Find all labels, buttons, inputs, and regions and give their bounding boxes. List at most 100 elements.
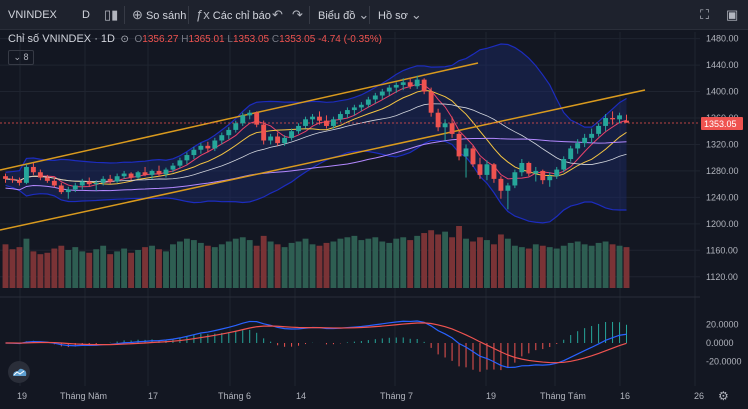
time-tick-label: 19 [486, 391, 496, 401]
volume-bar [316, 245, 323, 288]
volume-bar [379, 241, 386, 288]
redo-icon[interactable]: ↷ [292, 7, 303, 22]
candle-body [163, 169, 169, 175]
profile-label: Hồ sơ [378, 10, 408, 22]
volume-bar [51, 248, 58, 288]
candle-body [324, 120, 329, 126]
candle-body [10, 178, 15, 181]
volume-bar [553, 248, 560, 288]
symbol-search[interactable]: VNINDEX [8, 9, 57, 21]
indicators-label: Các chỉ báo [212, 10, 271, 22]
volume-bar [163, 251, 169, 288]
candle-body [121, 173, 127, 177]
legend-open: 1356.27 [142, 34, 179, 45]
tradingview-logo[interactable] [8, 361, 30, 383]
candle-body [44, 177, 50, 181]
candle-body [435, 112, 441, 128]
legend-close: 1353.05 [279, 34, 316, 45]
time-tick-label: 17 [148, 391, 158, 401]
compare-label: So sánh [145, 10, 187, 22]
collapse-indicators-button[interactable]: ⌄ 8 [8, 50, 34, 65]
candle-body [310, 116, 315, 120]
volume-bar [414, 235, 421, 288]
interval-button[interactable]: D [82, 9, 90, 21]
chevron-down-icon: ⌄ [410, 7, 422, 22]
volume-bar [149, 245, 155, 288]
candle-body [498, 178, 504, 191]
candle-body [575, 143, 581, 149]
candle-body [372, 95, 378, 100]
indicators-button[interactable]: ƒx Các chỉ báo [196, 0, 271, 30]
volume-bar [156, 249, 162, 288]
volume-bar [72, 247, 79, 288]
price-tick-label: 1280.00 [706, 166, 739, 176]
time-tick-label: 16 [620, 391, 630, 401]
volume-bar [114, 251, 121, 288]
volume-bar [567, 242, 574, 288]
undo-icon[interactable]: ↶ [272, 7, 283, 22]
candle-body [37, 172, 43, 178]
indicator-count: 8 [23, 52, 29, 62]
candle-body [30, 166, 36, 173]
volume-bar [100, 245, 107, 288]
candle-body [17, 180, 22, 183]
candle-body [337, 114, 343, 120]
visibility-icon[interactable]: ⊙ [120, 34, 129, 45]
profile-button[interactable]: Hồ sơ ⌄ [378, 0, 422, 30]
volume-bar [428, 230, 435, 288]
candle-body [456, 133, 462, 157]
bollinger-upper [5, 43, 627, 173]
ma-5-line [5, 83, 627, 188]
volume-bar [253, 245, 260, 288]
fullscreen-icon[interactable]: ⛶ [700, 7, 710, 22]
candle-body [114, 176, 120, 182]
candle-body [568, 148, 574, 160]
trend-line-upper [0, 62, 479, 171]
candle-body [526, 162, 532, 174]
volume-bar [588, 245, 595, 288]
camera-icon[interactable]: ▣ [726, 7, 739, 22]
candle-body [358, 104, 364, 108]
candle-body [617, 115, 622, 120]
volume-bar [407, 240, 414, 288]
price-tick-label: 1200.00 [706, 219, 739, 229]
chart-canvas[interactable]: 1480.001440.001400.001360.001320.001280.… [0, 30, 748, 409]
volume-bar [525, 248, 532, 288]
candle-body [610, 118, 615, 120]
candle-body [289, 131, 295, 138]
price-tick-label: 1160.00 [706, 245, 738, 255]
candle-body [170, 165, 176, 170]
candle-body [303, 119, 308, 126]
volume-bar [170, 244, 176, 288]
candle-body [428, 91, 434, 113]
volume-bar [295, 241, 302, 288]
volume-bar [211, 247, 218, 288]
compare-button[interactable]: ⊕ So sánh [132, 0, 186, 30]
volume-bar [337, 238, 344, 288]
candle-body [261, 124, 267, 141]
candle-body [58, 185, 64, 193]
volume-bar [365, 238, 372, 288]
chart-type-button[interactable]: Biểu đồ ⌄ [318, 0, 369, 30]
chart-grid [0, 32, 700, 386]
candle-body [561, 159, 567, 170]
volume-bar [190, 240, 197, 288]
macd-tick-label: 0.0000 [706, 338, 734, 348]
volume-bar [44, 252, 51, 288]
candle-body [393, 84, 399, 88]
cloud-icon [13, 368, 27, 376]
volume-bar [484, 240, 490, 288]
price-tick-label: 1120.00 [706, 272, 738, 282]
settings-gear-icon[interactable]: ⚙ [718, 389, 729, 403]
candle-body [100, 178, 106, 183]
time-axis: 19 Tháng Năm 17 Tháng 6 14 Tháng 7 19 Tháng Tám… [17, 389, 729, 403]
price-tick-label: 1320.00 [706, 139, 739, 149]
candle-body [240, 115, 246, 124]
candle-body [470, 148, 476, 165]
volume-bar [539, 245, 546, 288]
volume-bar [449, 237, 455, 288]
candles-icon[interactable]: ▯▮ [104, 7, 119, 22]
last-price-label: 1353.05 [704, 119, 737, 129]
volume-bar [9, 249, 16, 288]
legend-high: 1365.01 [188, 34, 225, 45]
